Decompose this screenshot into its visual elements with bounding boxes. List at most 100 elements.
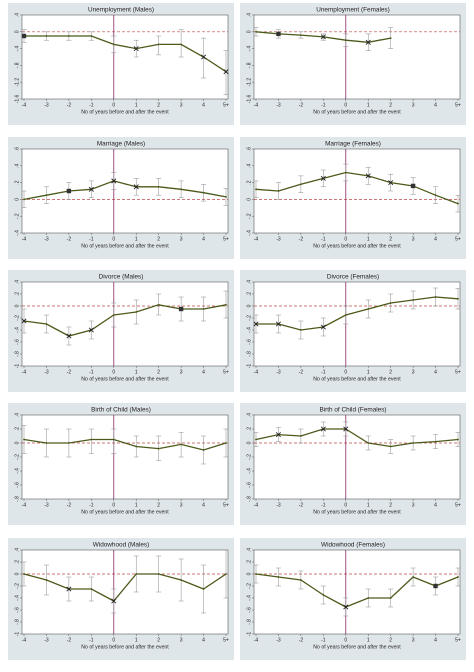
y-tick-label: -.6 [247, 339, 253, 345]
data-point [344, 39, 347, 42]
x-tick-label: -1 [321, 503, 326, 509]
x-marker [253, 321, 259, 327]
x-tick-label: 5+ [455, 237, 461, 243]
data-point [90, 35, 93, 37]
y-tick-label: -.4 [15, 327, 21, 333]
y-tick-label: -1.2 [15, 78, 21, 87]
y-tick-label: .2 [247, 560, 253, 564]
x-marker [320, 324, 326, 330]
data-point [389, 302, 392, 304]
panel-title: Divorce (Males) [99, 274, 144, 281]
x-tick-label: 5+ [223, 503, 229, 509]
y-tick-label: -1 [247, 364, 253, 369]
data-point [135, 573, 138, 575]
y-tick-label: -.8 [15, 619, 21, 625]
y-tick-label: -.8 [247, 62, 253, 68]
x-tick-label: -3 [44, 638, 49, 644]
data-point [299, 579, 302, 581]
x-axis-label: No of years before and after the event [313, 510, 401, 516]
x-tick-label: 3 [412, 503, 415, 509]
panel-title: Unemployment (Males) [88, 7, 154, 14]
data-point [225, 195, 227, 198]
x-tick-label: -3 [44, 103, 49, 109]
chart-panel: Divorce (Males).4.20-.2-.4-.6-.8-1-4 -3 -2… [8, 270, 234, 392]
series-line [255, 428, 459, 448]
x-tick-label: 3 [180, 103, 183, 109]
y-tick-label: -.4 [247, 45, 253, 51]
y-tick-label: -.4 [15, 45, 21, 51]
y-tick-label: -.4 [247, 468, 253, 474]
data-point [157, 447, 160, 450]
data-point [255, 30, 257, 33]
x-tick-label: -1 [321, 103, 326, 109]
x-tick-label: 3 [412, 237, 415, 243]
x-marker [66, 586, 72, 592]
x-tick-label: -3 [276, 638, 281, 644]
x-marker [133, 46, 139, 52]
x-axis-label: No of years before and after the event [81, 377, 169, 383]
series-line [23, 573, 227, 602]
data-point [299, 183, 302, 186]
chart-panel: Unemployment (Males) .4 0 -.4 -.8 -1.2 -1.6-4 -… [8, 3, 234, 125]
data-point [412, 576, 415, 578]
series-line [23, 180, 227, 201]
x-tick-label: -4 [254, 370, 259, 376]
data-point [202, 449, 205, 451]
plot-area [21, 281, 229, 367]
data-point [180, 443, 183, 446]
x-tick-label: -2 [67, 370, 72, 376]
panel-title: Widowhood (Males) [93, 542, 149, 549]
data-point [45, 442, 48, 444]
x-tick-label: 5+ [223, 237, 229, 243]
x-tick-label: 0 [344, 237, 347, 243]
x-tick-label: 1 [135, 237, 138, 243]
square-marker [21, 33, 27, 39]
x-tick-label: 0 [112, 503, 115, 509]
x-marker [201, 54, 207, 60]
y-tick-label: -.2 [247, 213, 253, 219]
data-point [389, 445, 392, 448]
x-tick-label: -4 [254, 503, 259, 509]
square-marker [66, 188, 72, 194]
x-marker [21, 318, 27, 324]
x-marker [320, 175, 326, 181]
y-tick-label: -.4 [247, 595, 253, 601]
y-tick-label: -1 [15, 632, 21, 637]
y-tick-label: -.6 [15, 607, 21, 613]
x-tick-label: 4 [202, 103, 205, 109]
x-tick-label: 4 [434, 103, 437, 109]
x-tick-label: 0 [344, 370, 347, 376]
x-axis-label: No of years before and after the event [81, 110, 169, 116]
x-tick-label: 5+ [455, 638, 461, 644]
data-point [299, 435, 302, 437]
series-line [255, 573, 459, 608]
x-axis-label: No of years before and after the event [313, 645, 401, 651]
panel-title: Birth of Child (Females) [319, 407, 386, 414]
y-tick-label: .2 [247, 180, 253, 184]
x-tick-label: 3 [412, 638, 415, 644]
data-point [299, 34, 302, 37]
panel-title: Unemployment (Females) [316, 7, 390, 14]
x-axis-label: No of years before and after the event [313, 244, 401, 250]
x-tick-label: -2 [299, 638, 304, 644]
x-marker [111, 598, 117, 604]
x-tick-label: 4 [434, 370, 437, 376]
y-tick-label: .4 [247, 13, 253, 17]
plot-area [253, 14, 461, 100]
panel-title: Birth of Child (Males) [91, 407, 151, 414]
x-marker [66, 333, 72, 339]
data-point [202, 191, 205, 194]
x-tick-label: -3 [276, 103, 281, 109]
x-tick-label: 1 [135, 638, 138, 644]
x-tick-label: -4 [22, 503, 27, 509]
x-marker [365, 173, 371, 179]
x-axis-label: No of years before and after the event [81, 645, 169, 651]
x-tick-label: -3 [276, 370, 281, 376]
x-tick-label: -1 [321, 237, 326, 243]
y-tick-label: -.8 [15, 351, 21, 357]
y-tick-label: -1.2 [247, 78, 253, 87]
y-tick-label: 0 [247, 572, 253, 575]
x-tick-label: 2 [389, 237, 392, 243]
data-point [225, 573, 227, 575]
x-tick-label: 1 [135, 103, 138, 109]
